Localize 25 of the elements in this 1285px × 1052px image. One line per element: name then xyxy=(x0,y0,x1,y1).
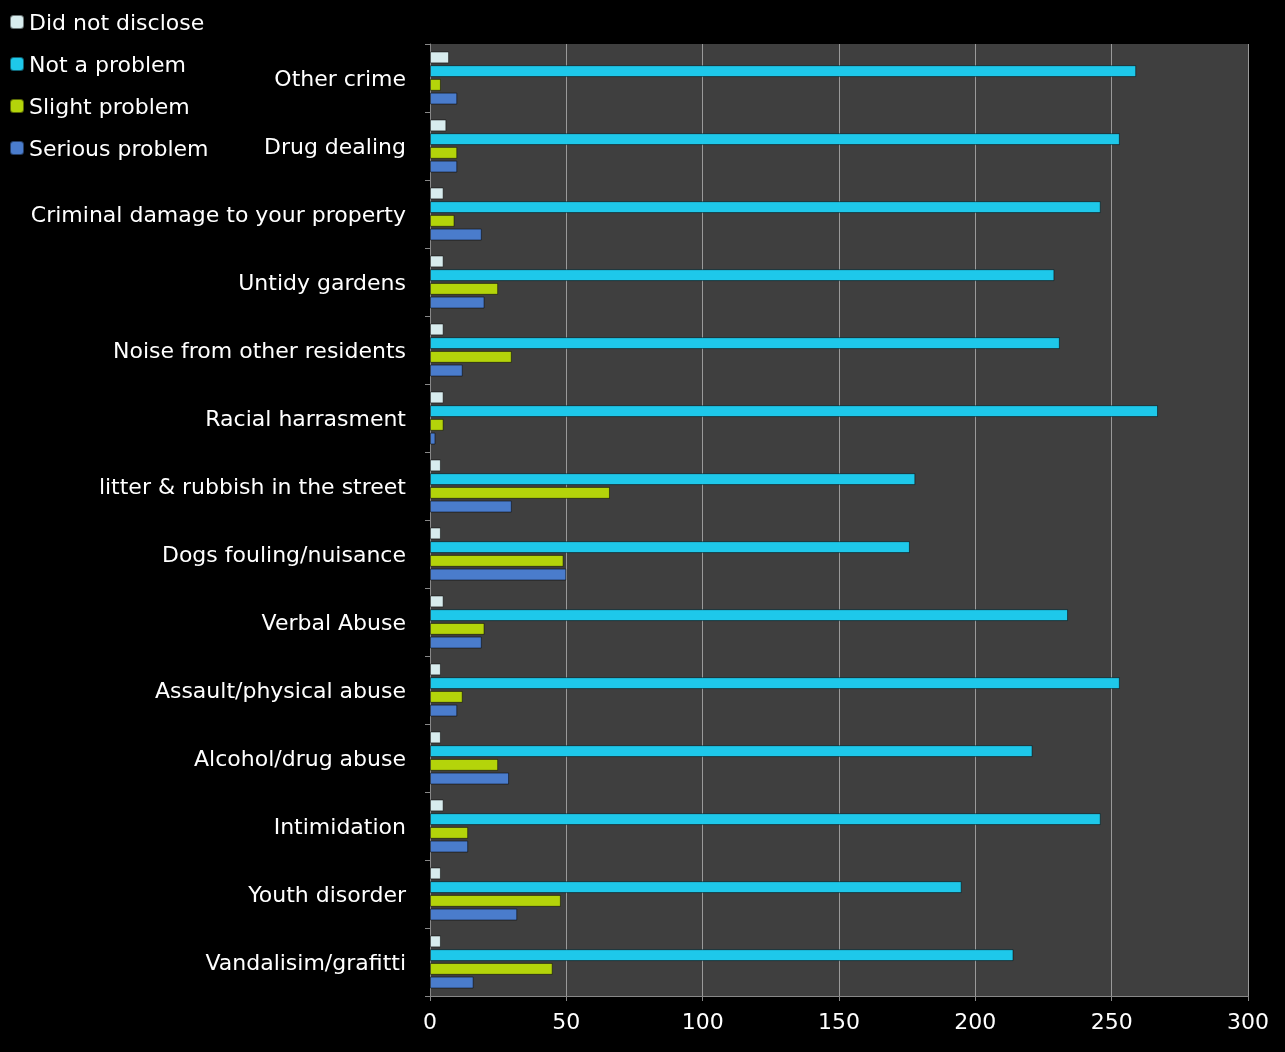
y-tick-label: Untidy gardens xyxy=(238,269,406,295)
x-tick-label: 200 xyxy=(954,1008,997,1034)
y-tick-label: Alcohol/drug abuse xyxy=(194,745,406,771)
y-tick-label: Drug dealing xyxy=(263,133,406,159)
x-tick-label: 100 xyxy=(681,1008,724,1034)
x-tick-label: 300 xyxy=(1227,1008,1269,1034)
y-tick-label: Racial harrasment xyxy=(205,405,407,431)
x-tick-label: 50 xyxy=(552,1008,581,1034)
legend-label: Slight problem xyxy=(29,93,190,119)
y-tick-label: Vandalisim/grafitti xyxy=(205,949,406,975)
y-tick-label: Verbal Abuse xyxy=(261,609,406,635)
y-tick-label: Noise from other residents xyxy=(112,337,406,363)
x-tick-label: 250 xyxy=(1090,1008,1133,1034)
y-tick-label: Other crime xyxy=(274,65,406,91)
y-tick-label: Youth disorder xyxy=(247,881,407,907)
legend-label: Did not disclose xyxy=(29,9,205,35)
legend-label: Serious problem xyxy=(29,135,209,161)
legend-label: Not a problem xyxy=(29,51,187,77)
y-tick-label: Intimidation xyxy=(273,813,406,839)
x-tick-label: 0 xyxy=(423,1008,437,1034)
y-tick-label: Assault/physical abuse xyxy=(154,677,406,703)
x-tick-label: 150 xyxy=(818,1008,860,1034)
y-tick-label: Criminal damage to your property xyxy=(30,201,406,227)
y-tick-label: litter & rubbish in the street xyxy=(98,473,407,499)
y-tick-label: Dogs fouling/nuisance xyxy=(161,541,406,567)
